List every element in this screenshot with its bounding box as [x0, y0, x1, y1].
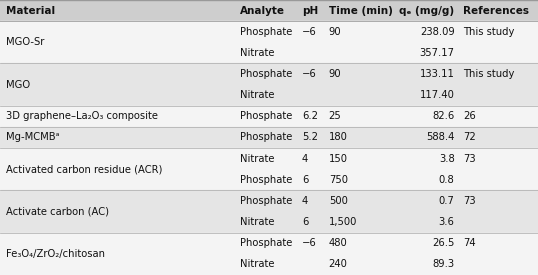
Text: −6: −6 [302, 69, 316, 79]
Text: 238.09: 238.09 [420, 27, 455, 37]
Text: Phosphate: Phosphate [240, 133, 292, 142]
Text: 588.4: 588.4 [426, 133, 455, 142]
Text: Time (min): Time (min) [329, 6, 393, 16]
Bar [0, 0, 538, 21]
Text: 74: 74 [463, 238, 476, 248]
Text: 72: 72 [463, 133, 476, 142]
Text: Activate carbon (AC): Activate carbon (AC) [6, 207, 109, 216]
Text: 0.7: 0.7 [438, 196, 455, 206]
Text: 133.11: 133.11 [420, 69, 455, 79]
Text: 5.2: 5.2 [302, 133, 318, 142]
Text: 82.6: 82.6 [433, 111, 455, 121]
Text: 26.5: 26.5 [432, 238, 455, 248]
Text: Nitrate: Nitrate [240, 48, 274, 58]
Text: 240: 240 [329, 259, 348, 270]
Bar [0, 21, 538, 64]
Text: 4: 4 [302, 196, 308, 206]
Text: 4: 4 [302, 154, 308, 164]
Text: 89.3: 89.3 [433, 259, 455, 270]
Text: 90: 90 [329, 69, 341, 79]
Text: MGO-Sr: MGO-Sr [6, 37, 44, 47]
Text: Phosphate: Phosphate [240, 27, 292, 37]
Bar [0, 233, 538, 275]
Text: Nitrate: Nitrate [240, 154, 274, 164]
Text: Material: Material [6, 6, 55, 16]
Bar [0, 148, 538, 190]
Text: 6: 6 [302, 175, 308, 185]
Text: −6: −6 [302, 27, 316, 37]
Bar [0, 190, 538, 233]
Text: 180: 180 [329, 133, 348, 142]
Text: 117.40: 117.40 [420, 90, 455, 100]
Text: References: References [463, 6, 529, 16]
Text: 25: 25 [329, 111, 342, 121]
Text: Phosphate: Phosphate [240, 175, 292, 185]
Bar [0, 64, 538, 106]
Text: 6.2: 6.2 [302, 111, 318, 121]
Text: qₑ (mg/g): qₑ (mg/g) [400, 6, 455, 16]
Text: 357.17: 357.17 [420, 48, 455, 58]
Text: This study: This study [463, 69, 514, 79]
Text: This study: This study [463, 27, 514, 37]
Text: Phosphate: Phosphate [240, 69, 292, 79]
Text: 150: 150 [329, 154, 348, 164]
Text: 6: 6 [302, 217, 308, 227]
Text: pH: pH [302, 6, 318, 16]
Text: 3.6: 3.6 [438, 217, 455, 227]
Text: 3.8: 3.8 [439, 154, 455, 164]
Text: Nitrate: Nitrate [240, 217, 274, 227]
Text: Phosphate: Phosphate [240, 111, 292, 121]
Text: 90: 90 [329, 27, 341, 37]
Bar [0, 106, 538, 127]
Text: 73: 73 [463, 196, 476, 206]
Text: 750: 750 [329, 175, 348, 185]
Text: MGO: MGO [6, 80, 30, 90]
Text: Mg-MCMBᵃ: Mg-MCMBᵃ [6, 133, 60, 142]
Text: 26: 26 [463, 111, 476, 121]
Text: 3D graphene–La₂O₃ composite: 3D graphene–La₂O₃ composite [6, 111, 158, 121]
Text: Activated carbon residue (ACR): Activated carbon residue (ACR) [6, 164, 162, 174]
Text: Fe₃O₄/ZrO₂/chitosan: Fe₃O₄/ZrO₂/chitosan [6, 249, 105, 259]
Text: 73: 73 [463, 154, 476, 164]
Text: 500: 500 [329, 196, 348, 206]
Bar [0, 127, 538, 148]
Text: 1,500: 1,500 [329, 217, 357, 227]
Text: Nitrate: Nitrate [240, 90, 274, 100]
Text: 0.8: 0.8 [439, 175, 455, 185]
Text: Nitrate: Nitrate [240, 259, 274, 270]
Text: −6: −6 [302, 238, 316, 248]
Text: 480: 480 [329, 238, 348, 248]
Text: Phosphate: Phosphate [240, 238, 292, 248]
Text: Analyte: Analyte [240, 6, 285, 16]
Text: Phosphate: Phosphate [240, 196, 292, 206]
